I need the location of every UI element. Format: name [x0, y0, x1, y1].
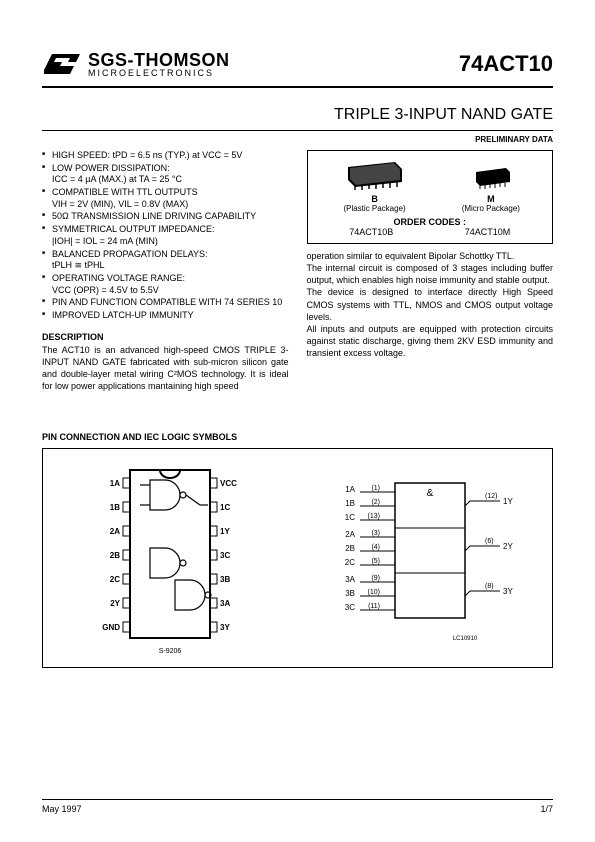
svg-text:3A: 3A: [220, 599, 230, 608]
header-bar: SGS-THOMSON MICROELECTRONICS 74ACT10: [42, 50, 553, 88]
description-text-2a: operation similar to equivalent Bipolar …: [307, 250, 554, 262]
svg-text:1Y: 1Y: [503, 497, 513, 506]
feature-item: IMPROVED LATCH-UP IMMUNITY: [42, 310, 289, 322]
page-footer: May 1997 1/7: [42, 799, 553, 814]
svg-text:(2): (2): [371, 499, 380, 506]
svg-text:2C: 2C: [110, 575, 120, 584]
pin-connection-diagram: 1A 1B 2A 2B 2C 2Y GND VCC 1C 1Y 3C 3B 3A…: [43, 449, 298, 667]
feature-item: SYMMETRICAL OUTPUT IMPEDANCE: |IOH| = IO…: [42, 224, 289, 247]
package-m: M (Micro Package): [462, 162, 520, 213]
svg-text:(8): (8): [485, 583, 494, 590]
description-text-1: The ACT10 is an advanced high-speed CMOS…: [42, 344, 289, 393]
pin-section-heading: PIN CONNECTION AND IEC LOGIC SYMBOLS: [42, 432, 553, 442]
footer-page: 1/7: [540, 804, 553, 814]
features-list: HIGH SPEED: tPD = 6.5 ns (TYP.) at VCC =…: [42, 150, 289, 322]
svg-text:2A: 2A: [110, 527, 120, 536]
page-title: TRIPLE 3-INPUT NAND GATE: [42, 98, 553, 131]
svg-text:&: &: [426, 488, 433, 499]
svg-text:3Y: 3Y: [220, 623, 230, 632]
dip-pinout-icon: 1A 1B 2A 2B 2C 2Y GND VCC 1C 1Y 3C 3B 3A…: [80, 458, 260, 658]
iec-symbol-icon: & 1A (1) 1B (2) 1C (13) 2A (3) 2B (4) 2C (5) 3…: [325, 468, 525, 648]
svg-text:2C: 2C: [345, 558, 355, 567]
svg-text:(9): (9): [371, 575, 380, 582]
svg-text:1Y: 1Y: [220, 527, 230, 536]
feature-item: BALANCED PROPAGATION DELAYS: tPLH ≅ tPHL: [42, 249, 289, 272]
iec-logic-diagram: & 1A (1) 1B (2) 1C (13) 2A (3) 2B (4) 2C (5) 3…: [298, 449, 553, 667]
svg-text:GND: GND: [102, 623, 120, 632]
company-sub: MICROELECTRONICS: [88, 69, 230, 78]
svg-text:(4): (4): [371, 544, 380, 551]
left-column: HIGH SPEED: tPD = 6.5 ns (TYP.) at VCC =…: [42, 150, 289, 392]
feature-item: LOW POWER DISSIPATION: ICC = 4 µA (MAX.)…: [42, 163, 289, 186]
preliminary-label: PRELIMINARY DATA: [42, 135, 553, 144]
svg-text:1C: 1C: [345, 513, 355, 522]
svg-text:2B: 2B: [110, 551, 120, 560]
feature-item: 50Ω TRANSMISSION LINE DRIVING CAPABILITY: [42, 211, 289, 223]
svg-text:3Y: 3Y: [503, 587, 513, 596]
svg-text:2B: 2B: [345, 544, 355, 553]
svg-text:2Y: 2Y: [110, 599, 120, 608]
svg-text:1C: 1C: [220, 503, 230, 512]
soic-package-icon: [466, 162, 516, 192]
svg-text:(13): (13): [367, 513, 379, 520]
st-logo-icon: [42, 50, 82, 78]
feature-item: HIGH SPEED: tPD = 6.5 ns (TYP.) at VCC =…: [42, 150, 289, 162]
feature-item: OPERATING VOLTAGE RANGE: VCC (OPR) = 4.5…: [42, 273, 289, 296]
svg-text:1B: 1B: [345, 499, 355, 508]
svg-text:(1): (1): [371, 485, 380, 492]
description-heading: DESCRIPTION: [42, 332, 289, 342]
svg-text:(6): (6): [485, 538, 494, 545]
svg-text:3B: 3B: [345, 589, 355, 598]
svg-text:(12): (12): [485, 493, 497, 500]
svg-text:S-9206: S-9206: [159, 648, 182, 655]
svg-text:1A: 1A: [345, 485, 355, 494]
footer-date: May 1997: [42, 804, 82, 814]
svg-text:2Y: 2Y: [503, 542, 513, 551]
pin-diagram-box: 1A 1B 2A 2B 2C 2Y GND VCC 1C 1Y 3C 3B 3A…: [42, 448, 553, 668]
svg-text:1B: 1B: [110, 503, 120, 512]
company-name: SGS-THOMSON: [88, 51, 230, 69]
package-m-label: M: [462, 194, 520, 204]
svg-text:3C: 3C: [220, 551, 230, 560]
svg-text:3C: 3C: [345, 603, 355, 612]
svg-text:3A: 3A: [345, 575, 355, 584]
description-text-2d: All inputs and outputs are equipped with…: [307, 323, 554, 359]
description-text-2c: The device is designed to interface dire…: [307, 286, 554, 322]
description-text-2b: The internal circuit is composed of 3 st…: [307, 262, 554, 286]
right-column: B (Plastic Package) M (Micro Package) OR…: [307, 150, 554, 392]
package-b: B (Plastic Package): [340, 157, 410, 213]
order-codes-heading: ORDER CODES :: [314, 217, 547, 227]
svg-text:VCC: VCC: [220, 479, 237, 488]
package-b-label: B: [340, 194, 410, 204]
svg-text:(5): (5): [371, 558, 380, 565]
order-code-m: 74ACT10M: [465, 227, 511, 237]
svg-text:(11): (11): [368, 603, 380, 610]
svg-text:3B: 3B: [220, 575, 230, 584]
part-number: 74ACT10: [459, 51, 553, 77]
package-box: B (Plastic Package) M (Micro Package) OR…: [307, 150, 554, 244]
svg-text:2A: 2A: [345, 530, 355, 539]
feature-item: COMPATIBLE WITH TTL OUTPUTS VIH = 2V (MI…: [42, 187, 289, 210]
package-b-sub: (Plastic Package): [340, 204, 410, 213]
logo-block: SGS-THOMSON MICROELECTRONICS: [42, 50, 230, 78]
svg-text:LC10910: LC10910: [453, 636, 478, 642]
svg-text:(10): (10): [367, 589, 379, 596]
svg-text:1A: 1A: [110, 479, 120, 488]
dip-package-icon: [340, 157, 410, 192]
svg-text:(3): (3): [371, 530, 380, 537]
feature-item: PIN AND FUNCTION COMPATIBLE WITH 74 SERI…: [42, 297, 289, 309]
main-columns: HIGH SPEED: tPD = 6.5 ns (TYP.) at VCC =…: [42, 150, 553, 392]
order-code-b: 74ACT10B: [349, 227, 393, 237]
package-m-sub: (Micro Package): [462, 204, 520, 213]
